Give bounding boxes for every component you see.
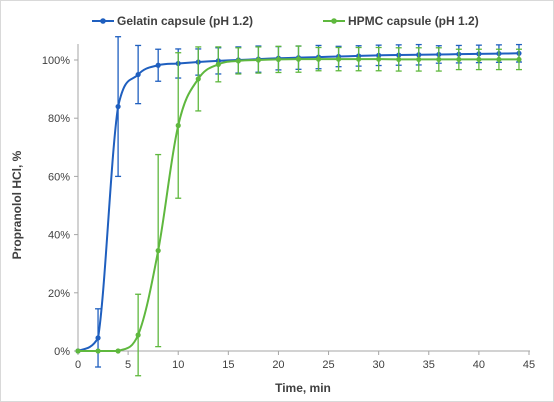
data-point — [396, 56, 402, 63]
legend: Gelatin capsule (pH 1.2) HPMC capsule (pH… — [92, 14, 479, 28]
data-point — [155, 248, 161, 254]
x-tick-label: 5 — [125, 359, 131, 371]
data-point — [516, 56, 522, 63]
data-point — [255, 57, 261, 63]
data-point — [95, 335, 101, 341]
legend-swatch-marker — [331, 18, 337, 24]
x-tick-label: 20 — [272, 359, 284, 371]
y-tick-label: 20% — [48, 288, 70, 300]
data-point — [376, 56, 382, 62]
data-point — [135, 71, 141, 78]
data-point — [75, 348, 81, 354]
x-tick-label: 15 — [222, 359, 234, 371]
x-tick-label: 35 — [423, 359, 435, 371]
data-point — [135, 332, 141, 338]
data-point — [275, 56, 282, 63]
y-axis-title: Propranolol HCl, % — [10, 150, 24, 259]
data-point — [335, 56, 342, 62]
axes: 0 5 10 15 20 25 30 35 40 45 0% 20% 40% 60% 80% 100% — [42, 44, 535, 371]
data-point — [235, 58, 241, 64]
y-tick-label: 100% — [42, 55, 70, 67]
x-tick-label: 0 — [75, 359, 81, 371]
legend-swatch-marker — [100, 18, 106, 24]
data-point — [115, 103, 121, 110]
legend-label: HPMC capsule (pH 1.2) — [348, 14, 479, 28]
x-tick-label: 30 — [373, 359, 385, 371]
data-point — [215, 61, 221, 67]
data-point — [315, 56, 322, 62]
data-point — [496, 56, 502, 63]
x-tick-label: 25 — [322, 359, 334, 371]
data-point — [416, 56, 422, 63]
data-point — [155, 62, 161, 68]
series-line — [77, 58, 519, 352]
series-line — [77, 52, 519, 352]
data-point — [436, 56, 442, 63]
data-point — [95, 348, 101, 354]
data-point — [356, 56, 362, 62]
data-point — [476, 56, 482, 63]
x-tick-label: 45 — [523, 359, 535, 371]
series-layer — [75, 36, 522, 377]
data-point — [175, 122, 181, 129]
data-point — [115, 348, 121, 354]
series-1 — [75, 36, 522, 368]
legend-label: Gelatin capsule (pH 1.2) — [117, 14, 253, 28]
series-2 — [75, 45, 522, 377]
data-point — [195, 76, 201, 82]
y-tick-label: 80% — [48, 113, 70, 125]
data-point — [295, 56, 302, 62]
data-point — [456, 56, 462, 63]
y-tick-label: 60% — [48, 171, 70, 183]
y-tick-label: 0% — [54, 346, 70, 358]
x-axis-title: Time, min — [275, 381, 331, 395]
x-tick-label: 10 — [172, 359, 184, 371]
x-tick-label: 40 — [473, 359, 485, 371]
y-tick-label: 40% — [48, 230, 70, 242]
